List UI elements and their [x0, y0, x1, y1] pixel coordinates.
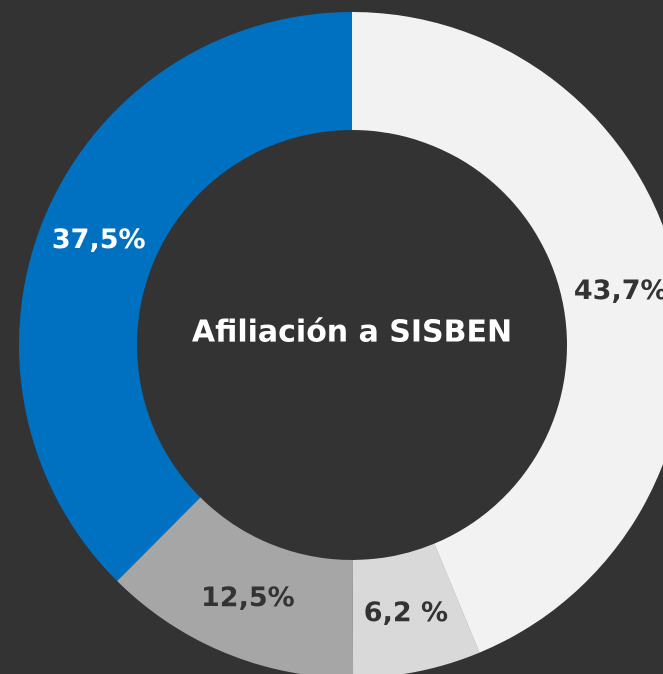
donut-slice [117, 497, 354, 674]
data-label: 6,2 % [364, 597, 448, 628]
data-label: 12,5% [201, 582, 295, 613]
slices [19, 12, 663, 674]
data-label: 43,7% [574, 275, 663, 306]
donut-slice [19, 12, 352, 582]
donut-slice [352, 12, 663, 653]
donut-slice [352, 543, 480, 674]
chart-title: Afiliación a SISBEN [192, 315, 512, 350]
data-label: 37,5% [52, 224, 146, 255]
